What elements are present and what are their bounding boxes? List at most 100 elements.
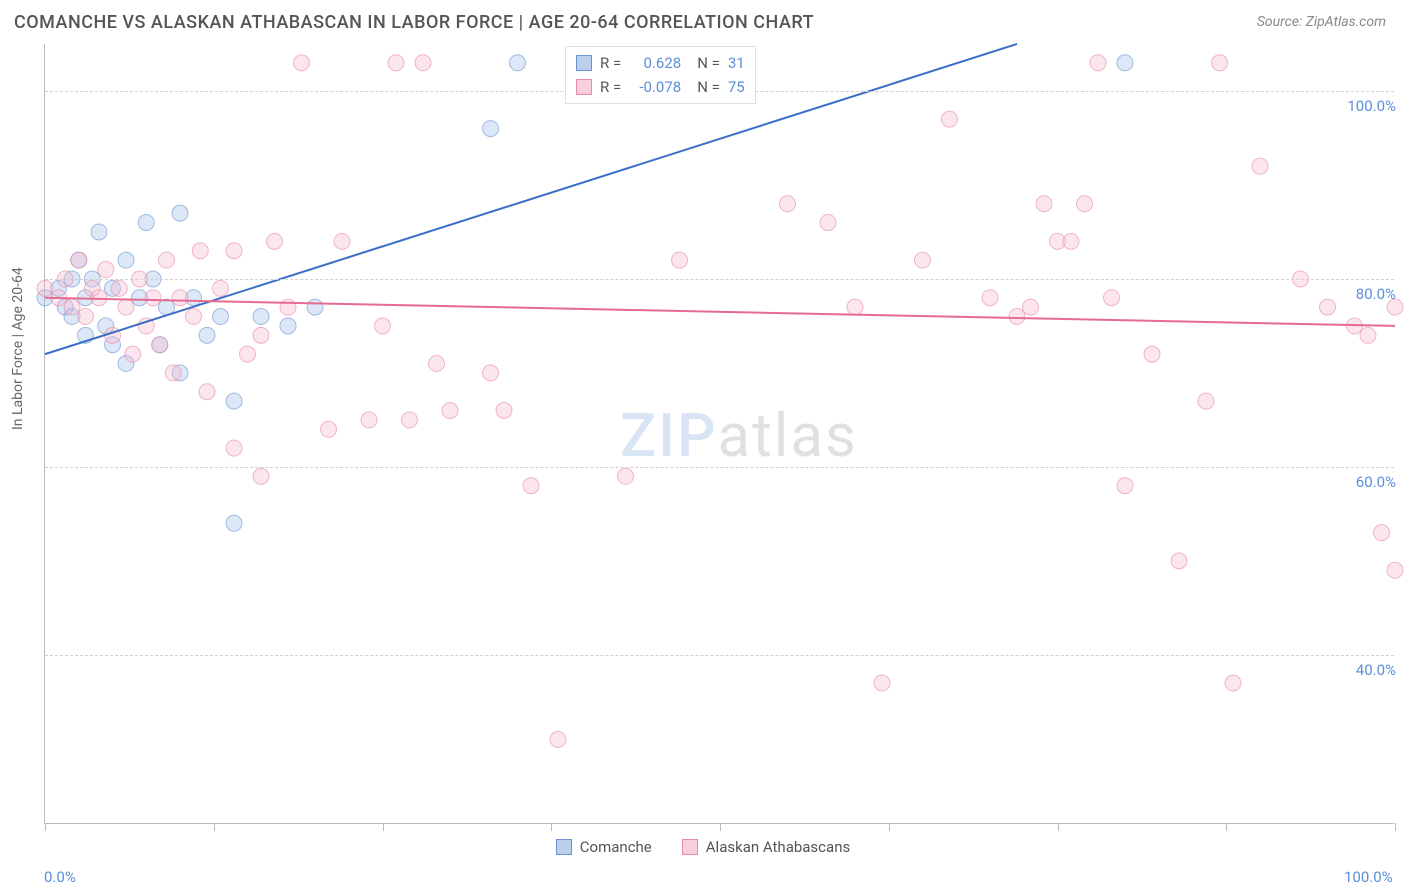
r-label: R =: [600, 78, 621, 96]
data-point: [294, 55, 310, 71]
data-point: [1212, 55, 1228, 71]
data-point: [1023, 299, 1039, 315]
data-point: [125, 346, 141, 362]
y-axis-label: In Labor Force | Age 20-64: [10, 267, 26, 430]
data-point: [199, 327, 215, 343]
data-point: [1360, 327, 1376, 343]
source-name: ZipAtlas.com: [1306, 14, 1386, 30]
n-value: 31: [728, 54, 745, 72]
scatter-svg: [45, 44, 1394, 823]
data-point: [483, 365, 499, 381]
data-point: [280, 318, 296, 334]
data-point: [267, 233, 283, 249]
legend-item: Alaskan Athabascans: [682, 838, 850, 856]
legend-swatch: [576, 79, 592, 95]
legend-item: Comanche: [556, 838, 652, 856]
data-point: [874, 675, 890, 691]
y-tick-label: 40.0%: [1356, 661, 1396, 679]
data-point: [1077, 196, 1093, 212]
data-point: [847, 299, 863, 315]
data-point: [321, 421, 337, 437]
data-point: [118, 299, 134, 315]
legend-swatch: [556, 839, 572, 855]
chart-title: COMANCHE VS ALASKAN ATHABASCAN IN LABOR …: [14, 12, 814, 33]
data-point: [192, 243, 208, 259]
data-point: [334, 233, 350, 249]
data-point: [1117, 55, 1133, 71]
data-point: [1036, 196, 1052, 212]
n-value: 75: [728, 78, 745, 96]
data-point: [226, 243, 242, 259]
data-point: [240, 346, 256, 362]
data-point: [199, 384, 215, 400]
data-point: [186, 309, 202, 325]
data-point: [145, 290, 161, 306]
legend-swatch: [682, 839, 698, 855]
data-point: [672, 252, 688, 268]
x-tick-label: 0.0%: [44, 868, 76, 886]
data-point: [429, 356, 445, 372]
x-tick: [45, 823, 46, 831]
y-tick-label: 100.0%: [1347, 97, 1396, 115]
data-point: [915, 252, 931, 268]
data-point: [1144, 346, 1160, 362]
x-tick-label: 100.0%: [1344, 868, 1393, 886]
data-point: [253, 468, 269, 484]
data-point: [118, 252, 134, 268]
data-point: [1090, 55, 1106, 71]
x-tick: [1395, 823, 1396, 831]
data-point: [226, 440, 242, 456]
data-point: [523, 478, 539, 494]
data-point: [780, 196, 796, 212]
data-point: [375, 318, 391, 334]
data-point: [253, 309, 269, 325]
r-label: R =: [600, 54, 621, 72]
y-tick-label: 80.0%: [1356, 285, 1396, 303]
chart-header: COMANCHE VS ALASKAN ATHABASCAN IN LABOR …: [0, 0, 1406, 44]
data-point: [1320, 299, 1336, 315]
r-value: -0.078: [629, 78, 681, 96]
data-point: [213, 280, 229, 296]
x-tick: [383, 823, 384, 831]
data-point: [1063, 233, 1079, 249]
r-value: 0.628: [629, 54, 681, 72]
data-point: [618, 468, 634, 484]
x-tick: [1226, 823, 1227, 831]
data-point: [226, 393, 242, 409]
legend-label: Comanche: [580, 838, 652, 856]
data-point: [172, 290, 188, 306]
data-point: [483, 121, 499, 137]
data-point: [982, 290, 998, 306]
x-tick: [214, 823, 215, 831]
data-point: [1225, 675, 1241, 691]
series-legend: Comanche Alaskan Athabascans: [0, 838, 1406, 856]
data-point: [415, 55, 431, 71]
data-point: [152, 337, 168, 353]
data-point: [172, 205, 188, 221]
legend-swatch: [576, 55, 592, 71]
data-point: [361, 412, 377, 428]
data-point: [37, 280, 53, 296]
gridline: [45, 467, 1394, 468]
data-point: [820, 215, 836, 231]
data-point: [71, 252, 87, 268]
legend-row: R =-0.078N =75: [576, 75, 745, 99]
data-point: [1252, 158, 1268, 174]
data-point: [550, 731, 566, 747]
data-point: [1171, 553, 1187, 569]
data-point: [442, 403, 458, 419]
data-point: [1374, 525, 1390, 541]
plot-area: [44, 44, 1394, 824]
data-point: [226, 515, 242, 531]
data-point: [1009, 309, 1025, 325]
source-attribution: Source: ZipAtlas.com: [1257, 14, 1386, 30]
x-tick: [551, 823, 552, 831]
gridline: [45, 279, 1394, 280]
gridline: [45, 655, 1394, 656]
source-prefix: Source:: [1257, 14, 1306, 30]
data-point: [496, 403, 512, 419]
data-point: [253, 327, 269, 343]
data-point: [111, 280, 127, 296]
data-point: [510, 55, 526, 71]
data-point: [138, 215, 154, 231]
